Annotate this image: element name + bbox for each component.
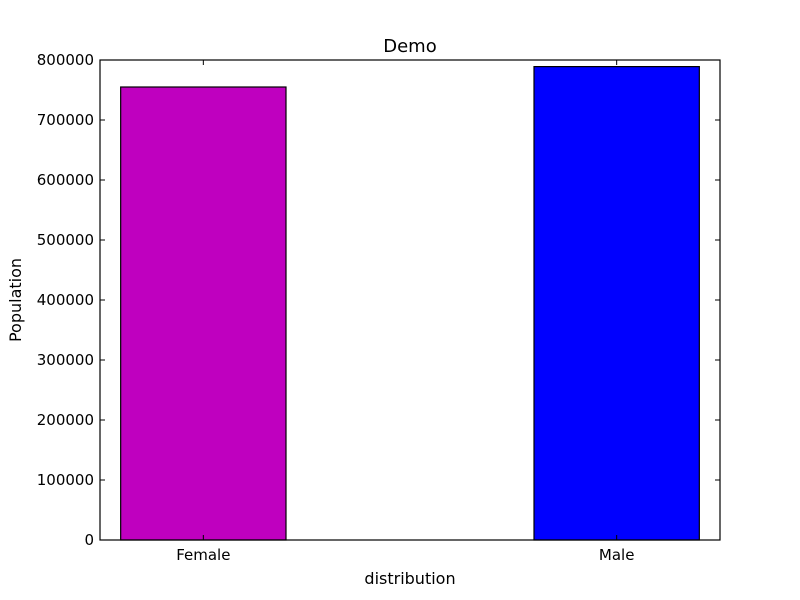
y-tick-label: 500000 [37,231,94,249]
y-tick-label: 800000 [37,51,94,69]
bar-female [120,86,287,541]
bars-layer [120,65,700,541]
x-axis-title: distribution [364,569,455,588]
y-tick-label: 300000 [37,351,94,369]
plot-area-frame [99,59,721,541]
y-tick-label: 700000 [37,111,94,129]
y-tick-label: 400000 [37,291,94,309]
y-tick-label: 100000 [37,471,94,489]
y-tick-label: 0 [84,531,94,549]
x-tick-label: Female [176,546,230,564]
bar-male [533,65,700,541]
x-tick-label: Male [599,546,635,564]
y-tick-label: 200000 [37,411,94,429]
y-tick-label: 600000 [37,171,94,189]
y-axis-title: Population [6,258,25,342]
chart-title: Demo [383,36,436,57]
ticks-layer: Female Male 0 100000 200000 300000 400000 50000… [37,51,720,564]
